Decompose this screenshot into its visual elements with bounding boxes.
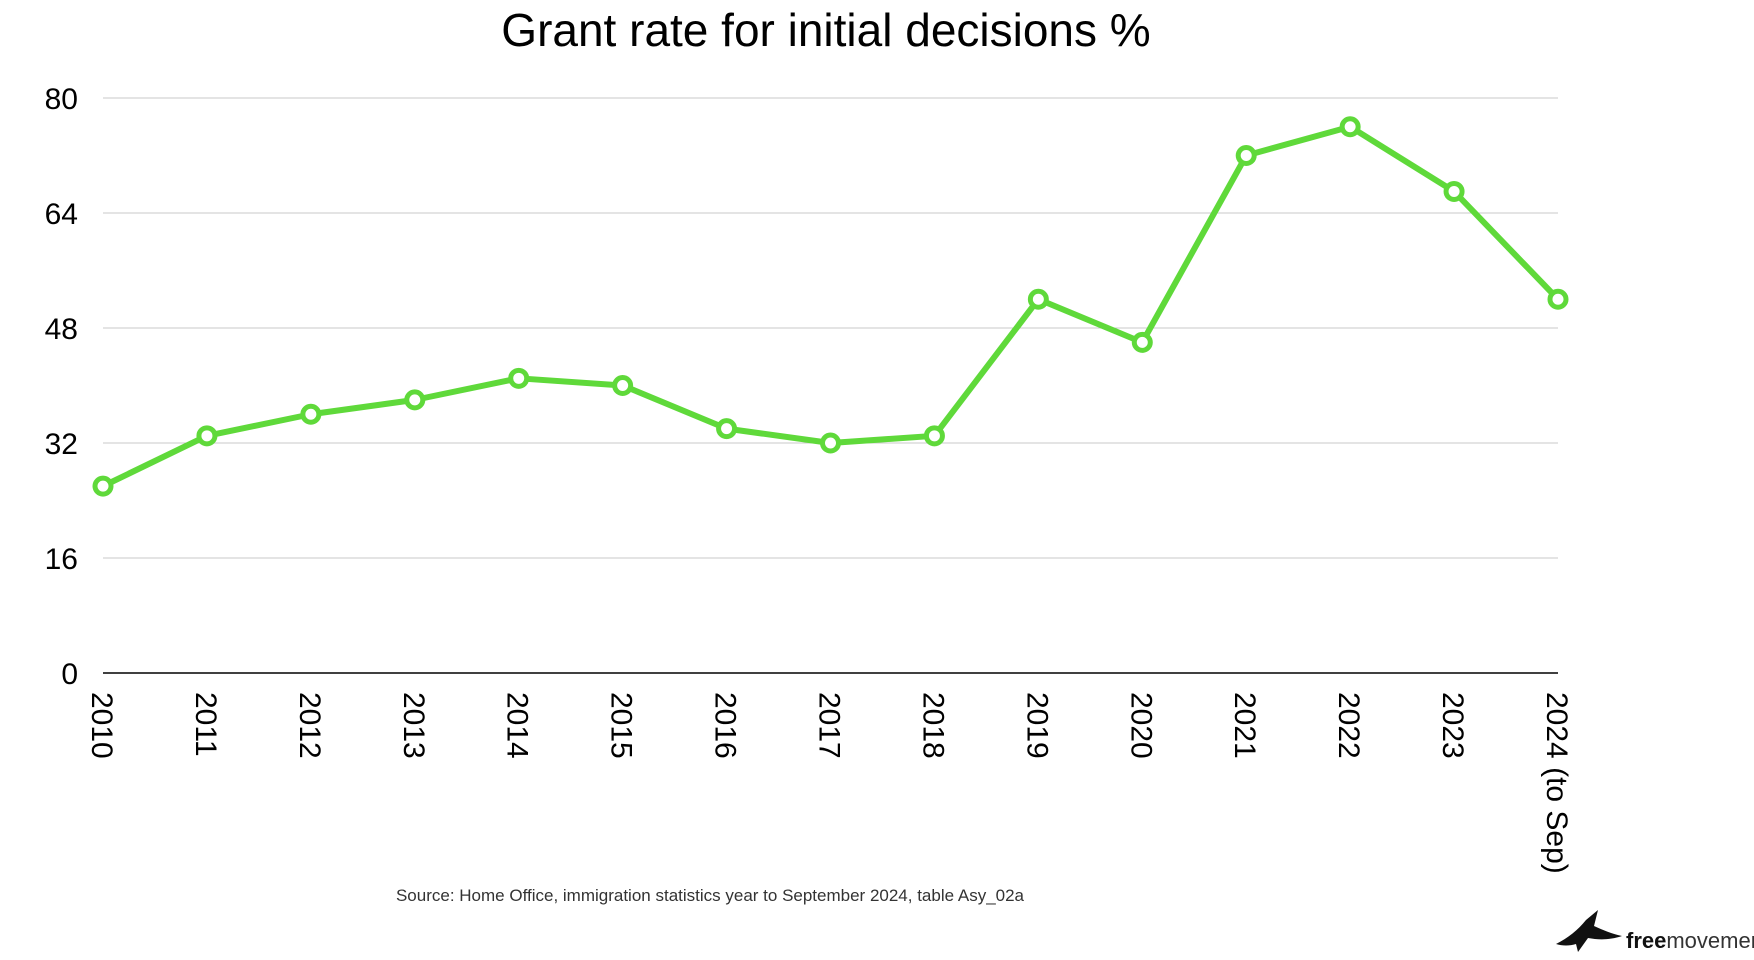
x-tick-label: 2017 <box>813 692 846 759</box>
data-point <box>923 425 945 447</box>
data-point <box>508 367 530 389</box>
source-note: Source: Home Office, immigration statist… <box>396 886 1025 905</box>
x-tick-label: 2018 <box>916 692 949 759</box>
x-tick-label: 2013 <box>397 692 430 759</box>
y-tick-label: 32 <box>45 428 78 461</box>
series-line <box>100 123 1561 490</box>
data-point <box>820 432 841 454</box>
y-tick-label: 16 <box>45 543 78 576</box>
logo-text-free: free <box>1626 928 1666 953</box>
data-point <box>1547 288 1569 310</box>
data-point <box>92 475 114 497</box>
y-axis-tick-labels: 0 16 32 48 64 80 <box>45 83 78 691</box>
data-point <box>1443 180 1465 202</box>
x-tick-label: 2020 <box>1124 692 1157 759</box>
data-point <box>1131 331 1153 353</box>
x-tick-label: 2024 (to Sep) <box>1540 692 1573 874</box>
x-tick-label: 2015 <box>605 692 638 759</box>
x-axis-tick-labels: 2010 2011 2012 2013 2014 2015 2016 2017 2018 2019… <box>85 692 1573 874</box>
y-tick-label: 0 <box>61 658 78 691</box>
logo-text-movement: movement <box>1666 928 1754 953</box>
x-tick-label: 2019 <box>1020 692 1053 759</box>
x-tick-label: 2016 <box>709 692 742 759</box>
series-points-layer <box>92 116 1569 497</box>
x-tick-label: 2012 <box>293 692 326 759</box>
data-point <box>1339 116 1361 138</box>
x-tick-label: 2022 <box>1332 692 1365 759</box>
data-point <box>300 403 322 425</box>
data-point <box>716 418 738 440</box>
data-point <box>1235 145 1257 166</box>
logo-wordmark: freemovement <box>1626 928 1754 953</box>
x-tick-label: 2010 <box>85 692 118 759</box>
x-tick-label: 2011 <box>189 692 222 757</box>
x-tick-label: 2014 <box>501 692 534 759</box>
x-tick-label: 2021 <box>1228 692 1261 759</box>
bird-icon <box>1556 910 1622 952</box>
x-tick-label: 2023 <box>1436 692 1469 759</box>
chart-title: Grant rate for initial decisions % <box>501 4 1150 56</box>
freemovement-logo: freemovement <box>1556 910 1754 953</box>
y-tick-label: 80 <box>45 83 78 116</box>
series-line-layer <box>100 123 1561 490</box>
data-point <box>612 375 634 396</box>
y-tick-label: 64 <box>45 198 78 231</box>
data-point <box>196 425 218 447</box>
y-tick-label: 48 <box>45 313 78 346</box>
data-point <box>404 389 426 411</box>
gridlines <box>103 97 1558 674</box>
data-point <box>1027 288 1049 310</box>
